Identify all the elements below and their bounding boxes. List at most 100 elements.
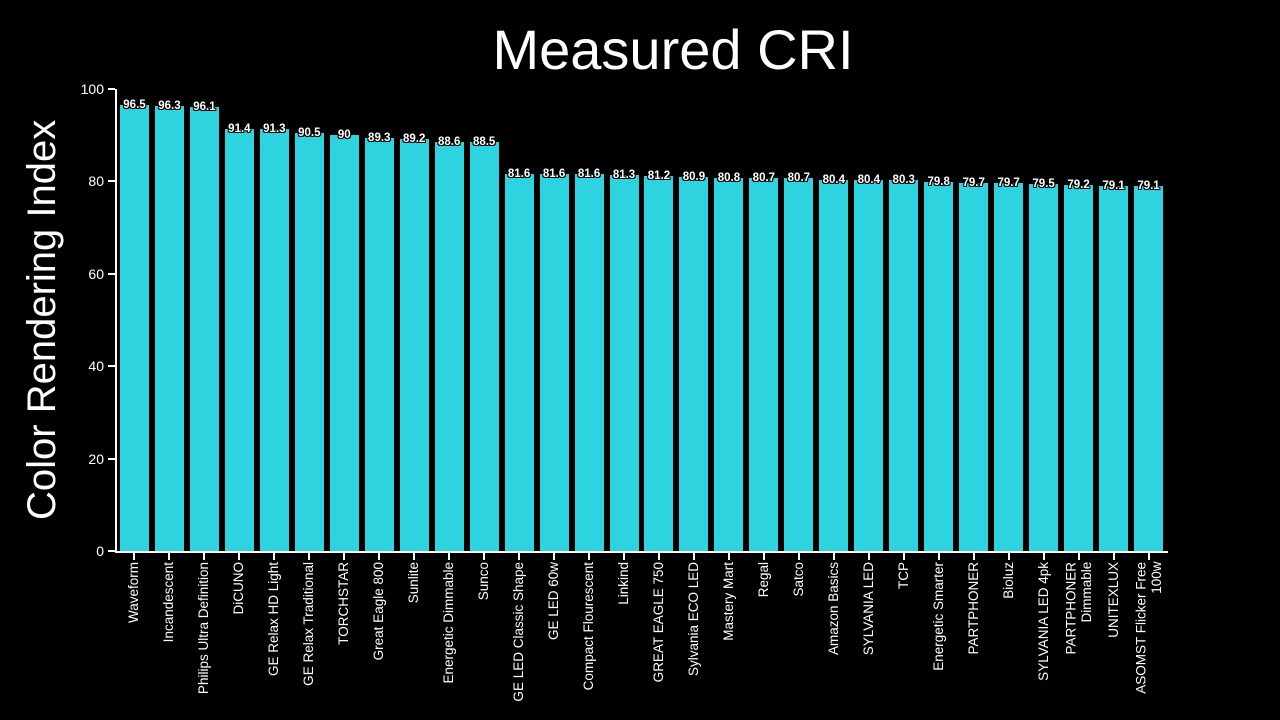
bar bbox=[784, 178, 814, 551]
x-tick-label: GE LED 60w bbox=[546, 562, 562, 641]
bar bbox=[574, 174, 604, 551]
bar bbox=[644, 175, 674, 551]
x-tick-mark bbox=[273, 553, 276, 560]
x-tick-label: ASOMST Flicker Free 100w bbox=[1133, 562, 1164, 694]
bar-value-label: 91.4 bbox=[228, 122, 251, 135]
x-tick-mark bbox=[832, 553, 835, 560]
x-tick-label: Satco bbox=[791, 562, 807, 597]
x-tick-mark bbox=[203, 553, 206, 560]
bar-value-label: 81.2 bbox=[647, 169, 671, 182]
bar bbox=[224, 128, 254, 551]
bar-value-label: 80.9 bbox=[682, 171, 706, 184]
x-tick-label: Sylvania ECO LED bbox=[686, 562, 702, 677]
x-tick-mark bbox=[1147, 553, 1150, 560]
bar bbox=[714, 177, 744, 551]
y-tick-label: 80 bbox=[88, 173, 104, 190]
bar bbox=[504, 174, 534, 551]
x-tick-mark bbox=[168, 553, 171, 560]
x-tick-label: Regal bbox=[756, 562, 772, 598]
x-tick-label: GE LED Classic Shape bbox=[511, 562, 527, 702]
x-tick-mark bbox=[1042, 553, 1045, 560]
y-axis-label: Color Rendering Index bbox=[20, 119, 64, 521]
x-tick-mark bbox=[378, 553, 381, 560]
x-tick-label: SYLVANIA LED 4pk bbox=[1035, 562, 1051, 681]
x-tick-label: UNITEXLUX bbox=[1105, 562, 1121, 638]
y-tick-mark bbox=[108, 88, 115, 90]
bar-value-label: 96.1 bbox=[193, 101, 216, 114]
y-tick-label: 40 bbox=[88, 358, 104, 375]
x-tick-mark bbox=[797, 553, 800, 560]
bar-value-label: 80.3 bbox=[892, 174, 915, 186]
y-tick-label: 20 bbox=[88, 450, 104, 467]
bar bbox=[1134, 185, 1164, 551]
x-tick-label: Philips Ultra Definition bbox=[196, 562, 212, 695]
y-tick-mark bbox=[108, 365, 115, 368]
x-tick-mark bbox=[483, 553, 486, 560]
bar bbox=[1029, 183, 1059, 551]
x-tick-mark bbox=[1112, 553, 1115, 560]
x-tick-mark bbox=[413, 553, 416, 560]
bar-value-label: 79.1 bbox=[1137, 179, 1160, 192]
x-tick-mark bbox=[588, 553, 591, 560]
bar-value-label: 79.7 bbox=[962, 176, 985, 189]
x-tick-mark bbox=[1077, 553, 1080, 560]
bar-value-label: 96.3 bbox=[158, 100, 181, 113]
x-tick-mark bbox=[133, 553, 136, 560]
bar-value-label: 80.4 bbox=[857, 173, 880, 186]
x-tick-label: Compact Flourescent bbox=[581, 562, 597, 691]
bar bbox=[259, 129, 289, 551]
bar bbox=[994, 182, 1024, 551]
x-tick-mark bbox=[657, 553, 660, 560]
bar bbox=[294, 132, 324, 551]
x-tick-label: Bioluz bbox=[1000, 562, 1016, 599]
x-tick-mark bbox=[623, 553, 626, 560]
bar bbox=[854, 179, 884, 551]
x-tick-mark bbox=[308, 553, 311, 560]
bar bbox=[1099, 185, 1129, 551]
bar bbox=[154, 106, 184, 551]
x-tick-label: Sunlite bbox=[406, 562, 422, 604]
x-tick-mark bbox=[937, 553, 940, 560]
x-tick-label: SYLVANIA LED bbox=[861, 562, 877, 656]
bar-value-label: 80.8 bbox=[717, 171, 741, 184]
bar-value-label: 90 bbox=[337, 129, 351, 142]
x-tick-mark bbox=[727, 553, 730, 560]
x-tick-mark bbox=[518, 553, 521, 560]
bar bbox=[1064, 185, 1094, 551]
bar-value-label: 88.5 bbox=[472, 136, 496, 149]
bar-value-label: 89.3 bbox=[368, 132, 391, 145]
x-tick-label: GE Relax Traditional bbox=[301, 562, 317, 686]
bar-value-label: 81.6 bbox=[507, 168, 531, 180]
bar-value-label: 80.7 bbox=[752, 172, 776, 185]
bar bbox=[749, 178, 779, 551]
x-tick-label: Great Eagle 800 bbox=[371, 562, 387, 661]
bar bbox=[819, 179, 849, 551]
x-tick-label: GREAT EAGLE 750 bbox=[651, 562, 667, 683]
x-axis-line bbox=[115, 551, 1168, 553]
x-tick-label: Amazon Basics bbox=[826, 562, 842, 656]
bar bbox=[679, 177, 709, 551]
bar bbox=[469, 142, 499, 551]
x-tick-label: Waveform bbox=[126, 562, 142, 624]
x-tick-mark bbox=[762, 553, 765, 560]
y-tick-mark bbox=[108, 550, 115, 552]
bar-value-label: 88.6 bbox=[437, 135, 461, 148]
x-tick-label: Energetic Dimmable bbox=[441, 562, 457, 684]
x-tick-label: Mastery Mart bbox=[721, 562, 737, 641]
x-tick-mark bbox=[448, 553, 451, 560]
x-tick-mark bbox=[692, 553, 695, 560]
y-axis-line bbox=[115, 89, 117, 553]
bar bbox=[959, 182, 989, 551]
bar bbox=[434, 141, 464, 551]
y-tick-mark bbox=[108, 457, 115, 460]
x-tick-mark bbox=[902, 553, 905, 560]
x-tick-mark bbox=[1007, 553, 1010, 560]
x-tick-mark bbox=[867, 553, 870, 560]
bar-value-label: 81.6 bbox=[542, 168, 566, 180]
x-tick-label: PARTPHONER bbox=[965, 562, 981, 655]
bar bbox=[399, 138, 429, 551]
bar-value-label: 80.4 bbox=[822, 173, 846, 186]
bar bbox=[329, 135, 359, 551]
x-tick-mark bbox=[972, 553, 975, 560]
